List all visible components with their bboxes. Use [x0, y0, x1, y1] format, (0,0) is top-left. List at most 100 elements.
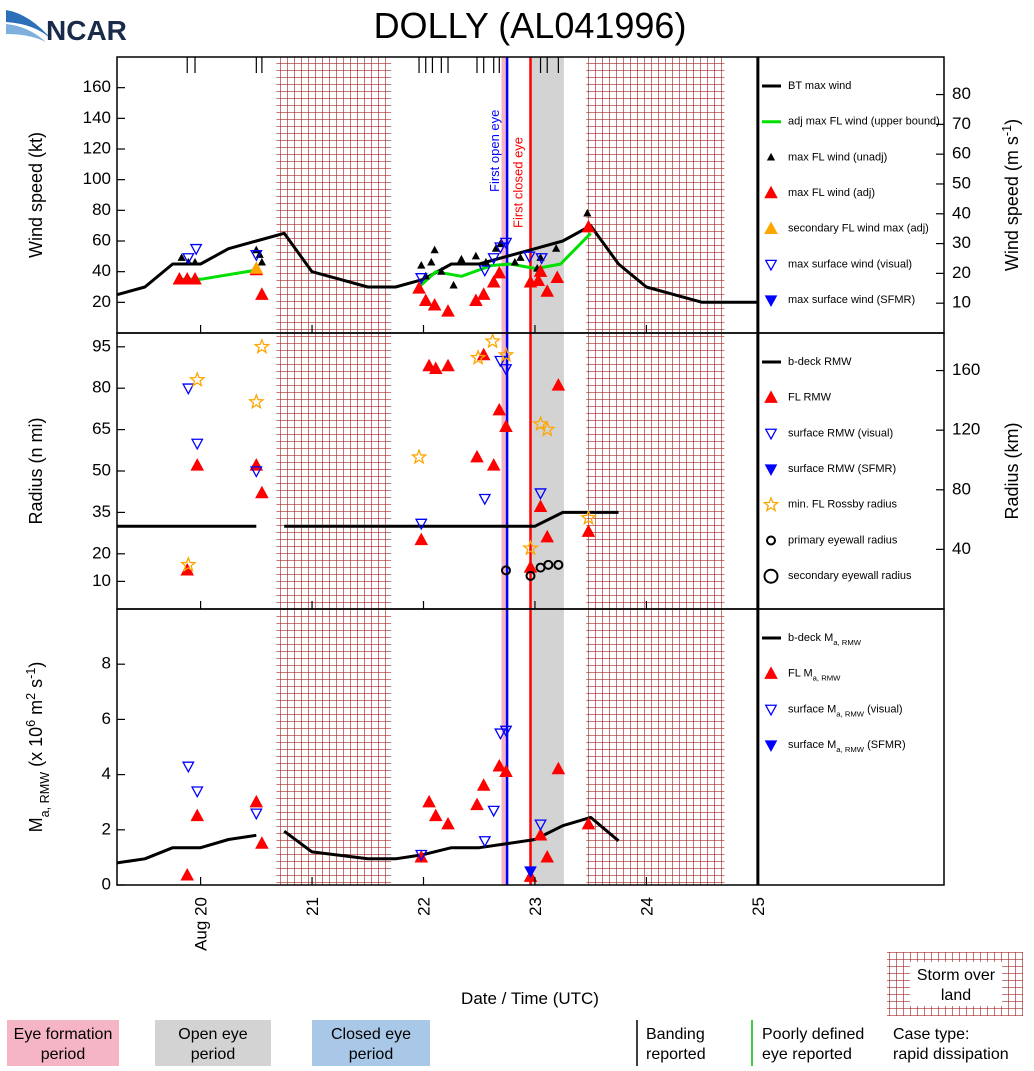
label-line: Case type: [893, 1026, 969, 1043]
y2-axis-label-part: -1 [1000, 125, 1014, 136]
label-line: period [41, 1046, 85, 1063]
y-tick-label: 50 [92, 460, 111, 479]
marker [449, 280, 458, 289]
marker [552, 244, 561, 252]
legend-swatch [764, 259, 778, 272]
marker [533, 499, 548, 513]
y-tick-label: 0 [102, 874, 111, 893]
marker [492, 265, 507, 279]
marker [540, 850, 555, 863]
marker [469, 293, 483, 306]
footer: Eye formation period Open eye period Close… [7, 952, 1023, 1066]
legend-label-part: (visual) [864, 703, 903, 715]
over-land-box [910, 962, 1002, 1006]
panel-frame [116, 608, 945, 886]
legend-label: max FL wind (unadj) [788, 151, 887, 163]
marker [190, 458, 205, 471]
label-line: Open eye [178, 1026, 247, 1043]
marker [441, 816, 455, 830]
x-tick-label: 21 [303, 897, 322, 916]
y2-tick-label: 50 [952, 173, 971, 192]
legend-label: BT max wind [788, 80, 851, 92]
marker [540, 284, 555, 297]
marker [417, 260, 426, 269]
y-tick-label: 95 [92, 336, 111, 355]
legend-swatch [764, 295, 778, 308]
marker [484, 332, 502, 349]
marker [250, 466, 263, 478]
legend-swatch [764, 390, 778, 403]
x-axis-label: Date / Time (UTC) [461, 989, 599, 1008]
marker [492, 402, 507, 416]
marker [190, 808, 205, 822]
marker [499, 419, 513, 432]
marker [499, 364, 513, 376]
y2-tick-label: 60 [952, 144, 971, 163]
marker [255, 287, 269, 300]
event-label: First open eye [487, 110, 502, 192]
y2-tick-label: 120 [952, 420, 980, 439]
legend-label-part: a, RMW [833, 638, 862, 647]
marker [522, 539, 539, 556]
label-line: Banding [646, 1026, 705, 1043]
marker [180, 867, 195, 881]
y-axis-label-part: (x 10 [26, 727, 46, 772]
legend-swatch [765, 535, 777, 546]
legend-label: secondary FL wind max (adj) [788, 223, 929, 235]
legend-label: FL RMW [788, 392, 832, 404]
y-tick-label: 160 [83, 77, 111, 96]
marker [581, 219, 596, 233]
marker [581, 816, 596, 830]
over-land-band [276, 57, 392, 885]
y-axis-label-part: ) [26, 662, 46, 668]
label-line: Eye formation [14, 1026, 113, 1043]
y2-tick-label: 20 [952, 263, 971, 282]
legend-label-part: a, RMW [836, 745, 865, 754]
label-line: eye reported [762, 1046, 852, 1063]
y2-tick-label: 70 [952, 114, 971, 133]
marker [255, 485, 269, 499]
y-tick-label: 20 [92, 543, 111, 562]
marker [249, 261, 264, 274]
y2-tick-label: 80 [952, 479, 971, 498]
marker [500, 565, 511, 576]
y-axis-label: Wind speed (kt) [26, 132, 46, 258]
marker [538, 420, 556, 437]
y2-tick-label: 30 [952, 233, 971, 252]
legend-swatch [763, 568, 779, 584]
event-label: First closed eye [511, 137, 526, 228]
events: First open eye First closed eye [487, 57, 532, 885]
marker [550, 270, 565, 283]
legend-swatch [762, 495, 780, 512]
over-land-label: Storm over land [917, 967, 996, 1004]
marker [494, 728, 507, 741]
marker [499, 237, 513, 250]
open-eye-swatch [155, 1020, 271, 1066]
chart-title: DOLLY (AL041996) [374, 5, 687, 46]
y-tick-label: 10 [92, 571, 111, 590]
series-line [116, 815, 620, 865]
legend-label: b-deck RMW [788, 356, 852, 368]
marker [182, 383, 195, 396]
marker [428, 808, 443, 822]
legend-label: adj max FL wind (upper bound) [788, 116, 940, 128]
marker [469, 348, 487, 365]
legend-swatch [764, 704, 778, 717]
y-tick-label: 80 [92, 378, 111, 397]
label-line: Storm over [917, 967, 996, 984]
marker [499, 725, 513, 738]
marker [441, 304, 455, 317]
marker [492, 758, 507, 772]
marker [252, 245, 261, 254]
marker [470, 797, 484, 811]
marker [533, 827, 548, 841]
y-tick-label: 40 [92, 261, 111, 280]
marker [257, 257, 267, 266]
label-line: land [941, 987, 971, 1004]
marker [583, 208, 592, 217]
marker [543, 559, 554, 570]
eye-formation-band [501, 57, 508, 885]
y-tick-label: 4 [102, 764, 111, 783]
y-axis-label: Radius (n mi) [26, 417, 46, 524]
